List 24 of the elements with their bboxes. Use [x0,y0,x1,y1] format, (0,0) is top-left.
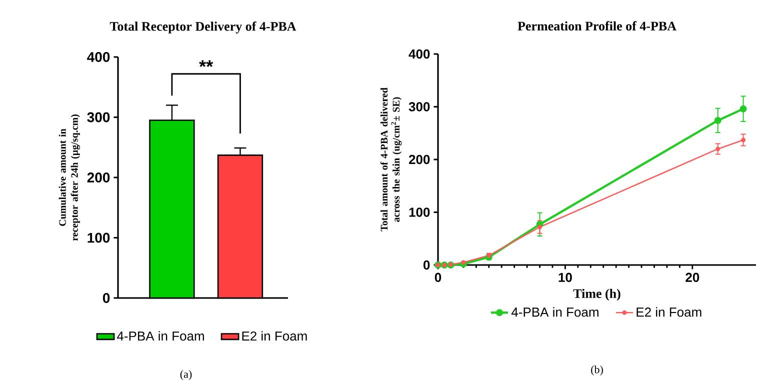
legend-label: E2 in Foam [242,331,307,341]
x-tick-label: 20 [686,272,700,282]
y-tick-label: 200 [408,154,430,164]
chart-title: Permeation Profile of 4-PBA [518,21,676,30]
x-tick-label: 10 [558,272,572,282]
y-axis-title: Cumulative amount in receptor after 24h (µg/sq.cm) [58,114,80,241]
chart-title: Total Receptor Delivery of 4-PBA [110,22,296,34]
y-tick-label: 300 [87,112,110,122]
y-tick-label: 100 [88,232,110,243]
text: (b) [591,366,603,376]
y-tick-label: 300 [408,102,430,112]
legend-label: 4-PBA in Foam [511,307,598,317]
y-tick-label: 400 [408,49,430,59]
y-tick-label: 0 [423,260,430,270]
x-tick-label: 0 [434,272,442,282]
y-tick-label: 400 [87,52,110,62]
annotation: ** [199,60,214,67]
y-tick-label: 200 [87,172,110,182]
x-axis-title: Time (h) [573,288,620,301]
y-tick-label: 0 [102,293,110,303]
legend-label: E2 in Foam [636,307,702,317]
y-tick-label: 100 [409,208,430,217]
text: (a) [180,370,192,380]
legend-label: 4-PBA in Foam [116,331,204,341]
